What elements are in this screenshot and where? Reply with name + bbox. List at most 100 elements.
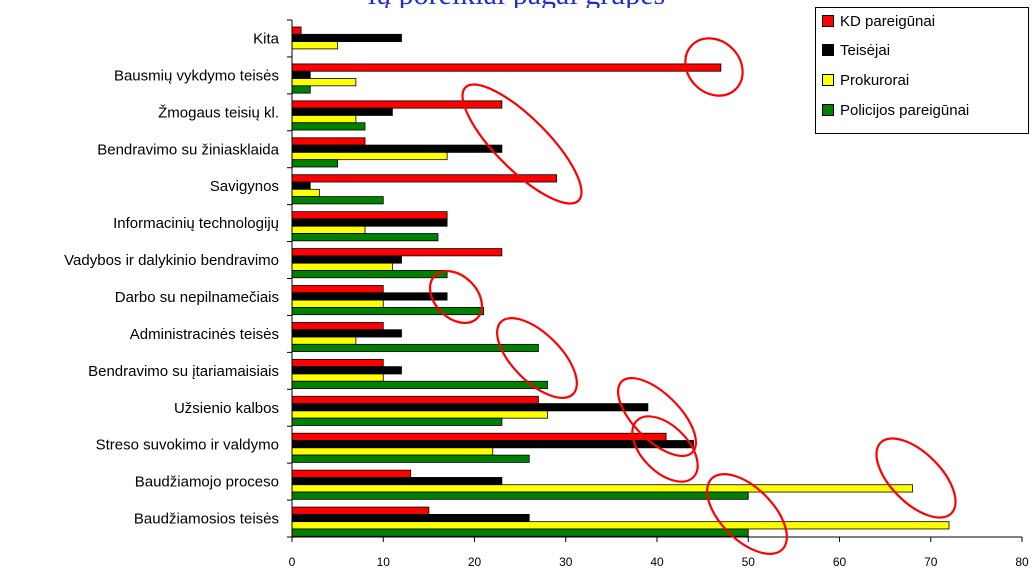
bar-bendravimo-su-itariamaisiais-kd-pareigunai [291, 358, 384, 368]
bar-uzsienio-kalbos-teisejai [291, 403, 649, 412]
x-tick-label-30: 30 [559, 555, 573, 569]
category-label-baudziamojo-proceso: Baudžiamojo proceso [135, 474, 279, 491]
bar-baudziamojo-proceso-teisejai [291, 477, 503, 486]
bar-darbo-su-nepilnameciais-teisejai [291, 292, 448, 301]
category-label-administracines-teises: Administracinės teisės [130, 326, 279, 343]
x-tick-label-40: 40 [650, 555, 664, 569]
category-label-bendravimo-su-ziniasklaida: Bendravimo su žiniasklaida [97, 141, 279, 158]
bar-baudziamosios-teises-prokurorai [291, 521, 950, 530]
bar-vadybos-ir-dalykinio-bendravimo-kd-pareigunai [291, 248, 503, 257]
bar-informaciniu-technologiju-teisejai [291, 218, 448, 227]
annotation-ellipse-baudziamojo-proceso [875, 437, 957, 519]
annotation-ellipse-admin-bendravimo [496, 317, 578, 399]
bar-uzsienio-kalbos-policijos-pareigunai [291, 417, 503, 426]
bar-administracines-teises-prokurorai [291, 336, 357, 345]
annotation-ellipse-darbo-nepilnameciais [429, 270, 483, 324]
annotation-ellipse-streso [631, 415, 699, 483]
bar-bausmiu-vykdymo-teises-policijos-pareigunai [291, 85, 311, 94]
bar-darbo-su-nepilnameciais-prokurorai [291, 299, 384, 308]
bar-bendravimo-su-itariamaisiais-teisejai [291, 366, 402, 375]
category-label-savigynos: Savigynos [210, 178, 279, 195]
bar-bendravimo-su-ziniasklaida-kd-pareigunai [291, 137, 366, 146]
legend-item-kd: KD pareigūnai [822, 11, 935, 33]
bar-baudziamojo-proceso-kd-pareigunai [291, 469, 412, 478]
annotation-ellipse-uzsienio-kalbos [616, 376, 698, 458]
bar-bendravimo-su-ziniasklaida-prokurorai [291, 151, 448, 161]
bar-baudziamojo-proceso-prokurorai [291, 484, 913, 493]
legend-swatch-kd [822, 15, 834, 27]
bar-zmogaus-teisiu-kl-prokurorai [291, 115, 357, 124]
bar-streso-suvokimo-ir-valdymo-prokurorai [291, 447, 494, 456]
bar-baudziamojo-proceso-policijos-pareigunai [291, 491, 749, 500]
category-label-kita: Kita [253, 30, 280, 47]
bar-informaciniu-technologiju-kd-pareigunai [291, 211, 448, 220]
category-label-vadybos-ir-dalykinio-bendravimo: Vadybos ir dalykinio bendravimo [64, 252, 279, 269]
x-tick-label-70: 70 [924, 555, 938, 569]
legend-swatch-teisejai [822, 44, 834, 56]
annotation-ellipse-bausmiu [684, 37, 744, 97]
x-tick-label-10: 10 [377, 555, 391, 569]
bar-uzsienio-kalbos-prokurorai [291, 410, 548, 419]
bar-bendravimo-su-itariamaisiais-prokurorai [291, 373, 384, 382]
annotation-ellipses [429, 37, 957, 555]
bar-darbo-su-nepilnameciais-kd-pareigunai [291, 285, 384, 294]
bar-vadybos-ir-dalykinio-bendravimo-policijos-pareigunai [291, 270, 448, 279]
legend-item-teisejai: Teisėjai [822, 40, 890, 62]
legend-item-policija: Policijos pareigūnai [822, 100, 969, 122]
category-label-darbo-su-nepilnameciais: Darbo su nepilnamečiais [115, 289, 279, 306]
x-tick-label-20: 20 [468, 555, 482, 569]
bar-kita-teisejai [291, 33, 402, 42]
category-label-baudziamosios-teises: Baudžiamosios teisės [134, 511, 279, 528]
bar-baudziamosios-teises-policijos-pareigunai [291, 528, 749, 537]
legend-label-teisejai: Teisėjai [840, 42, 891, 59]
bar-informaciniu-technologiju-prokurorai [291, 225, 366, 234]
axes-layer [287, 19, 1023, 542]
category-label-bausmiu-vykdymo-teises: Bausmių vykdymo teisės [114, 67, 279, 84]
x-tick-label-0: 0 [289, 555, 296, 569]
bar-bendravimo-su-ziniasklaida-teisejai [291, 144, 503, 153]
bar-bausmiu-vykdymo-teises-teisejai [291, 70, 311, 79]
bar-savigynos-policijos-pareigunai [291, 196, 384, 205]
bar-bendravimo-su-itariamaisiais-policijos-pareigunai [291, 380, 548, 389]
bar-zmogaus-teisiu-kl-policijos-pareigunai [291, 122, 366, 131]
legend-label-prokurorai: Prokurorai [840, 72, 910, 89]
bar-vadybos-ir-dalykinio-bendravimo-prokurorai [291, 262, 393, 271]
bar-kita-kd-pareigunai [291, 26, 302, 35]
bar-bausmiu-vykdymo-teises-prokurorai [291, 78, 357, 87]
legend-swatch-prokurorai [822, 74, 834, 86]
bar-bausmiu-vykdymo-teises-kd-pareigunai [291, 63, 722, 72]
bar-informaciniu-technologiju-policijos-pareigunai [291, 233, 439, 242]
bar-bendravimo-su-ziniasklaida-policijos-pareigunai [291, 159, 339, 168]
category-label-uzsienio-kalbos: Užsienio kalbos [174, 400, 279, 417]
bar-vadybos-ir-dalykinio-bendravimo-teisejai [291, 255, 402, 264]
bar-streso-suvokimo-ir-valdymo-policijos-pareigunai [291, 454, 530, 463]
annotation-ellipse-zmogaus-savigynos [461, 83, 583, 205]
bar-zmogaus-teisiu-kl-teisejai [291, 107, 393, 116]
bar-baudziamosios-teises-kd-pareigunai [291, 506, 430, 515]
category-label-bendravimo-su-itariamaisiais: Bendravimo su įtariamaisiais [88, 363, 279, 380]
category-labels: Kita Bausmių vykdymo teisės Žmogaus teisių… [64, 30, 279, 527]
x-tick-label-50: 50 [742, 555, 756, 569]
bar-darbo-su-nepilnameciais-policijos-pareigunai [291, 306, 485, 316]
legend-label-policija: Policijos pareigūnai [840, 102, 970, 119]
category-label-informaciniu-technologiju: Informacinių technologijų [113, 215, 279, 232]
bar-savigynos-prokurorai [291, 188, 320, 198]
bar-zmogaus-teisiu-kl-kd-pareigunai [291, 100, 503, 109]
slide-title-fragment: ių poreikiai pagal grupes [0, 0, 1033, 8]
category-label-streso-suvokimo-ir-valdymo: Streso suvokimo ir valdymo [96, 437, 279, 454]
x-tick-label-60: 60 [833, 555, 847, 569]
bar-administracines-teises-teisejai [291, 329, 402, 338]
bar-kita-prokurorai [291, 41, 339, 50]
x-tick-labels: 0 10 20 30 40 50 60 70 80 [289, 555, 1029, 569]
bar-savigynos-teisejai [291, 181, 311, 190]
legend: KD pareigūnai Teisėjai Prokurorai Polici… [815, 7, 1029, 134]
legend-label-kd: KD pareigūnai [840, 13, 936, 30]
title-strip: ių poreikiai pagal grupes [0, 0, 1033, 8]
legend-item-prokurorai: Prokurorai [822, 70, 909, 92]
bar-streso-suvokimo-ir-valdymo-kd-pareigunai [291, 432, 667, 441]
bar-administracines-teises-kd-pareigunai [291, 322, 384, 331]
legend-swatch-policija [822, 104, 834, 116]
category-label-zmogaus-teisiu-kl: Žmogaus teisių kl. [158, 104, 279, 121]
